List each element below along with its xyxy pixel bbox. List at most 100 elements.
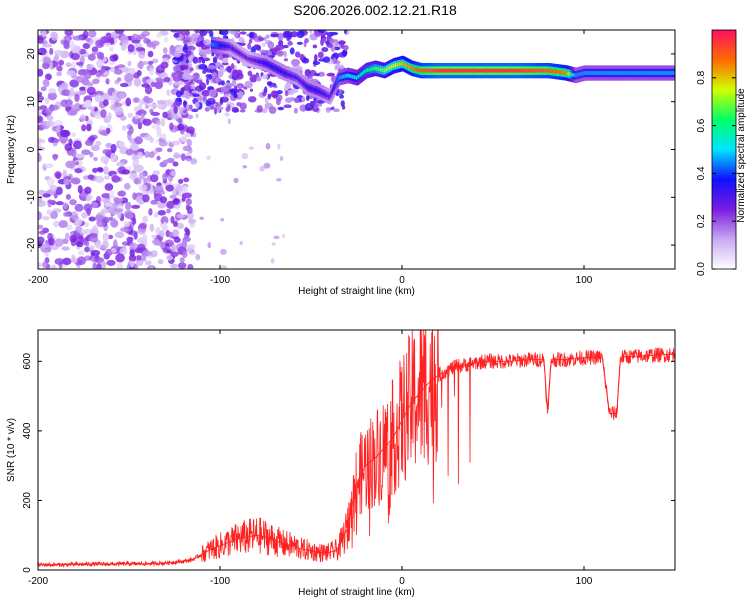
y-tick-label: 20 bbox=[26, 48, 37, 60]
ridge-core bbox=[422, 68, 426, 73]
spectrogram-cell bbox=[225, 66, 231, 72]
spectrogram-cell bbox=[193, 132, 197, 138]
spectrogram-cell bbox=[171, 140, 181, 146]
spectrogram-cell bbox=[92, 262, 97, 269]
spectrogram-cell bbox=[53, 138, 60, 144]
ridge-core bbox=[589, 71, 593, 75]
spectrogram-cell bbox=[198, 82, 207, 91]
spectrogram-cell bbox=[38, 153, 41, 162]
spectrogram-cell bbox=[173, 56, 183, 61]
spectrogram-cell bbox=[169, 263, 179, 269]
ridge-core bbox=[246, 55, 249, 60]
spectrogram-cell bbox=[125, 97, 132, 107]
spectrogram-cell bbox=[341, 105, 346, 110]
spectrogram-cell bbox=[102, 148, 113, 155]
spectrogram-cell bbox=[247, 42, 252, 50]
x-tick-label: 100 bbox=[576, 576, 593, 587]
ridge-core bbox=[558, 70, 561, 74]
spectrogram-cell bbox=[61, 89, 71, 97]
ridge-core bbox=[610, 71, 614, 75]
spectrogram-cell bbox=[43, 56, 52, 64]
ridge-core bbox=[559, 70, 562, 75]
spectrogram-cell bbox=[265, 34, 270, 39]
ridge-core bbox=[459, 68, 463, 73]
spectrogram-cell bbox=[115, 253, 125, 263]
spectrogram-cell bbox=[124, 201, 132, 211]
ridge-core bbox=[620, 71, 626, 75]
spectrogram-cell bbox=[127, 112, 134, 118]
spectrogram-cell bbox=[120, 35, 129, 45]
spectrogram-cell bbox=[44, 97, 50, 105]
spectrogram-cell bbox=[191, 90, 199, 94]
spectrogram-cell bbox=[173, 153, 183, 158]
spectrogram-cell bbox=[332, 57, 337, 65]
spectrogram-cell bbox=[189, 104, 193, 110]
ridge-core bbox=[265, 61, 268, 66]
spectrogram-cell bbox=[120, 45, 127, 51]
spectrogram-cell bbox=[277, 106, 285, 111]
y-tick-label: 10 bbox=[26, 96, 37, 108]
spectrogram-cell bbox=[149, 223, 155, 232]
spectrogram-cell bbox=[135, 255, 142, 262]
spectrogram-cell bbox=[230, 63, 235, 71]
spectrogram-cell bbox=[212, 71, 217, 79]
spectrogram-cell bbox=[182, 100, 187, 108]
spectrogram-cell bbox=[87, 174, 94, 180]
spectrogram-cell bbox=[54, 258, 65, 265]
spectrogram-cell bbox=[40, 243, 50, 248]
spectrogram-cell bbox=[49, 211, 59, 220]
ridge-core bbox=[624, 71, 630, 75]
spectrogram-cell bbox=[63, 178, 71, 186]
chart-title: S206.2026.002.12.21.R18 bbox=[293, 2, 457, 18]
y-tick-label: -20 bbox=[26, 237, 37, 252]
spectrogram-cell bbox=[103, 166, 109, 175]
spectrogram-cell bbox=[215, 76, 221, 83]
spectrogram-cell bbox=[171, 244, 176, 253]
spectrogram-cell bbox=[317, 71, 326, 77]
ridge-core bbox=[261, 60, 265, 65]
spectrogram-cell bbox=[142, 250, 152, 257]
spectrogram-cell bbox=[123, 182, 131, 190]
spectrogram-cell bbox=[96, 51, 102, 60]
spectrogram-cell bbox=[85, 99, 92, 108]
ridge-core bbox=[552, 69, 556, 74]
spectrogram-cell bbox=[101, 208, 108, 214]
ridge-core bbox=[256, 59, 259, 63]
spectrogram-cell bbox=[162, 47, 168, 54]
spectrogram-cell bbox=[140, 112, 145, 118]
y-tick-label: -10 bbox=[26, 190, 37, 205]
spectrogram-cell bbox=[168, 231, 174, 239]
spectrogram-cell bbox=[262, 92, 267, 97]
spectrogram-cell bbox=[312, 44, 318, 49]
spectrogram-cell bbox=[206, 155, 211, 161]
spectrogram-cell bbox=[138, 172, 145, 180]
spectrogram-cell bbox=[219, 66, 224, 72]
spectrogram-cell bbox=[202, 69, 207, 74]
spectrogram-cell bbox=[56, 124, 61, 133]
spectrogram-cell bbox=[65, 62, 72, 68]
spectrogram-cell bbox=[131, 39, 141, 44]
spectrogram-cell bbox=[321, 47, 329, 53]
ridge-core bbox=[563, 70, 566, 75]
spectrogram-cell bbox=[117, 141, 126, 148]
spectrogram-cell bbox=[83, 203, 93, 213]
ridge-core bbox=[421, 68, 424, 73]
ridge-core bbox=[534, 68, 539, 73]
spectrogram-cell bbox=[110, 143, 117, 153]
spectrogram-cell bbox=[294, 99, 300, 104]
ridge-core bbox=[233, 47, 236, 52]
spectrogram-cell bbox=[270, 33, 279, 38]
spectrogram-cell bbox=[192, 93, 200, 98]
spectrogram-cell bbox=[56, 71, 62, 77]
ridge-core bbox=[561, 70, 565, 75]
ridge-core bbox=[268, 62, 271, 67]
spectrogram-cell bbox=[86, 64, 94, 71]
spectrogram-cell bbox=[38, 236, 45, 245]
spectrogram-cell bbox=[50, 31, 59, 41]
spectrogram-cell bbox=[66, 98, 73, 108]
spectrogram-cell bbox=[142, 215, 149, 223]
spectrogram-cell bbox=[69, 87, 75, 97]
spectrogram-cell bbox=[93, 156, 98, 162]
spectrogram-cell bbox=[81, 124, 87, 132]
ridge-core bbox=[272, 64, 275, 69]
